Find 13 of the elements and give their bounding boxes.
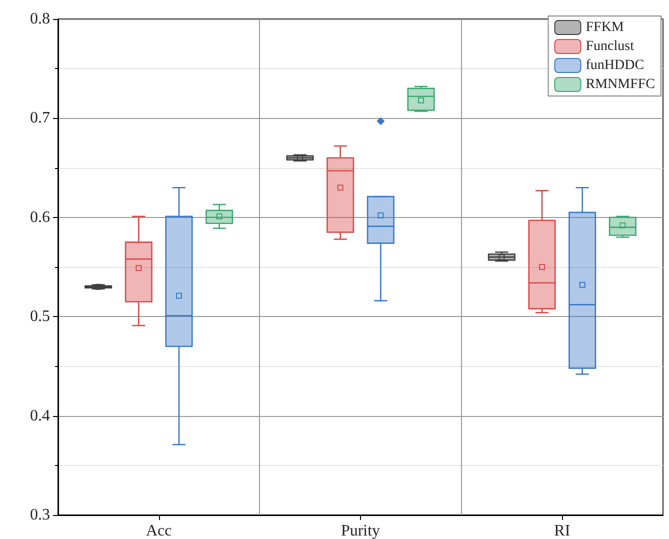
legend-label: funHDDC: [586, 58, 644, 73]
x-tick-label: RI: [554, 522, 570, 539]
legend-label: RMNMFFC: [586, 77, 656, 92]
y-tick-label: 0.5: [30, 308, 50, 326]
y-tick-label: 0.8: [30, 10, 50, 28]
legend-label: FFKM: [586, 20, 624, 35]
x-tick-label: Acc: [146, 522, 172, 539]
y-tick-label: 0.3: [30, 506, 50, 524]
y-tick-label: 0.6: [30, 208, 50, 226]
y-tick-label: 0.7: [30, 110, 50, 127]
legend-label: Funclust: [586, 39, 634, 54]
y-tick-label: 0.4: [30, 407, 50, 424]
x-tick-label: Purity: [340, 522, 380, 539]
